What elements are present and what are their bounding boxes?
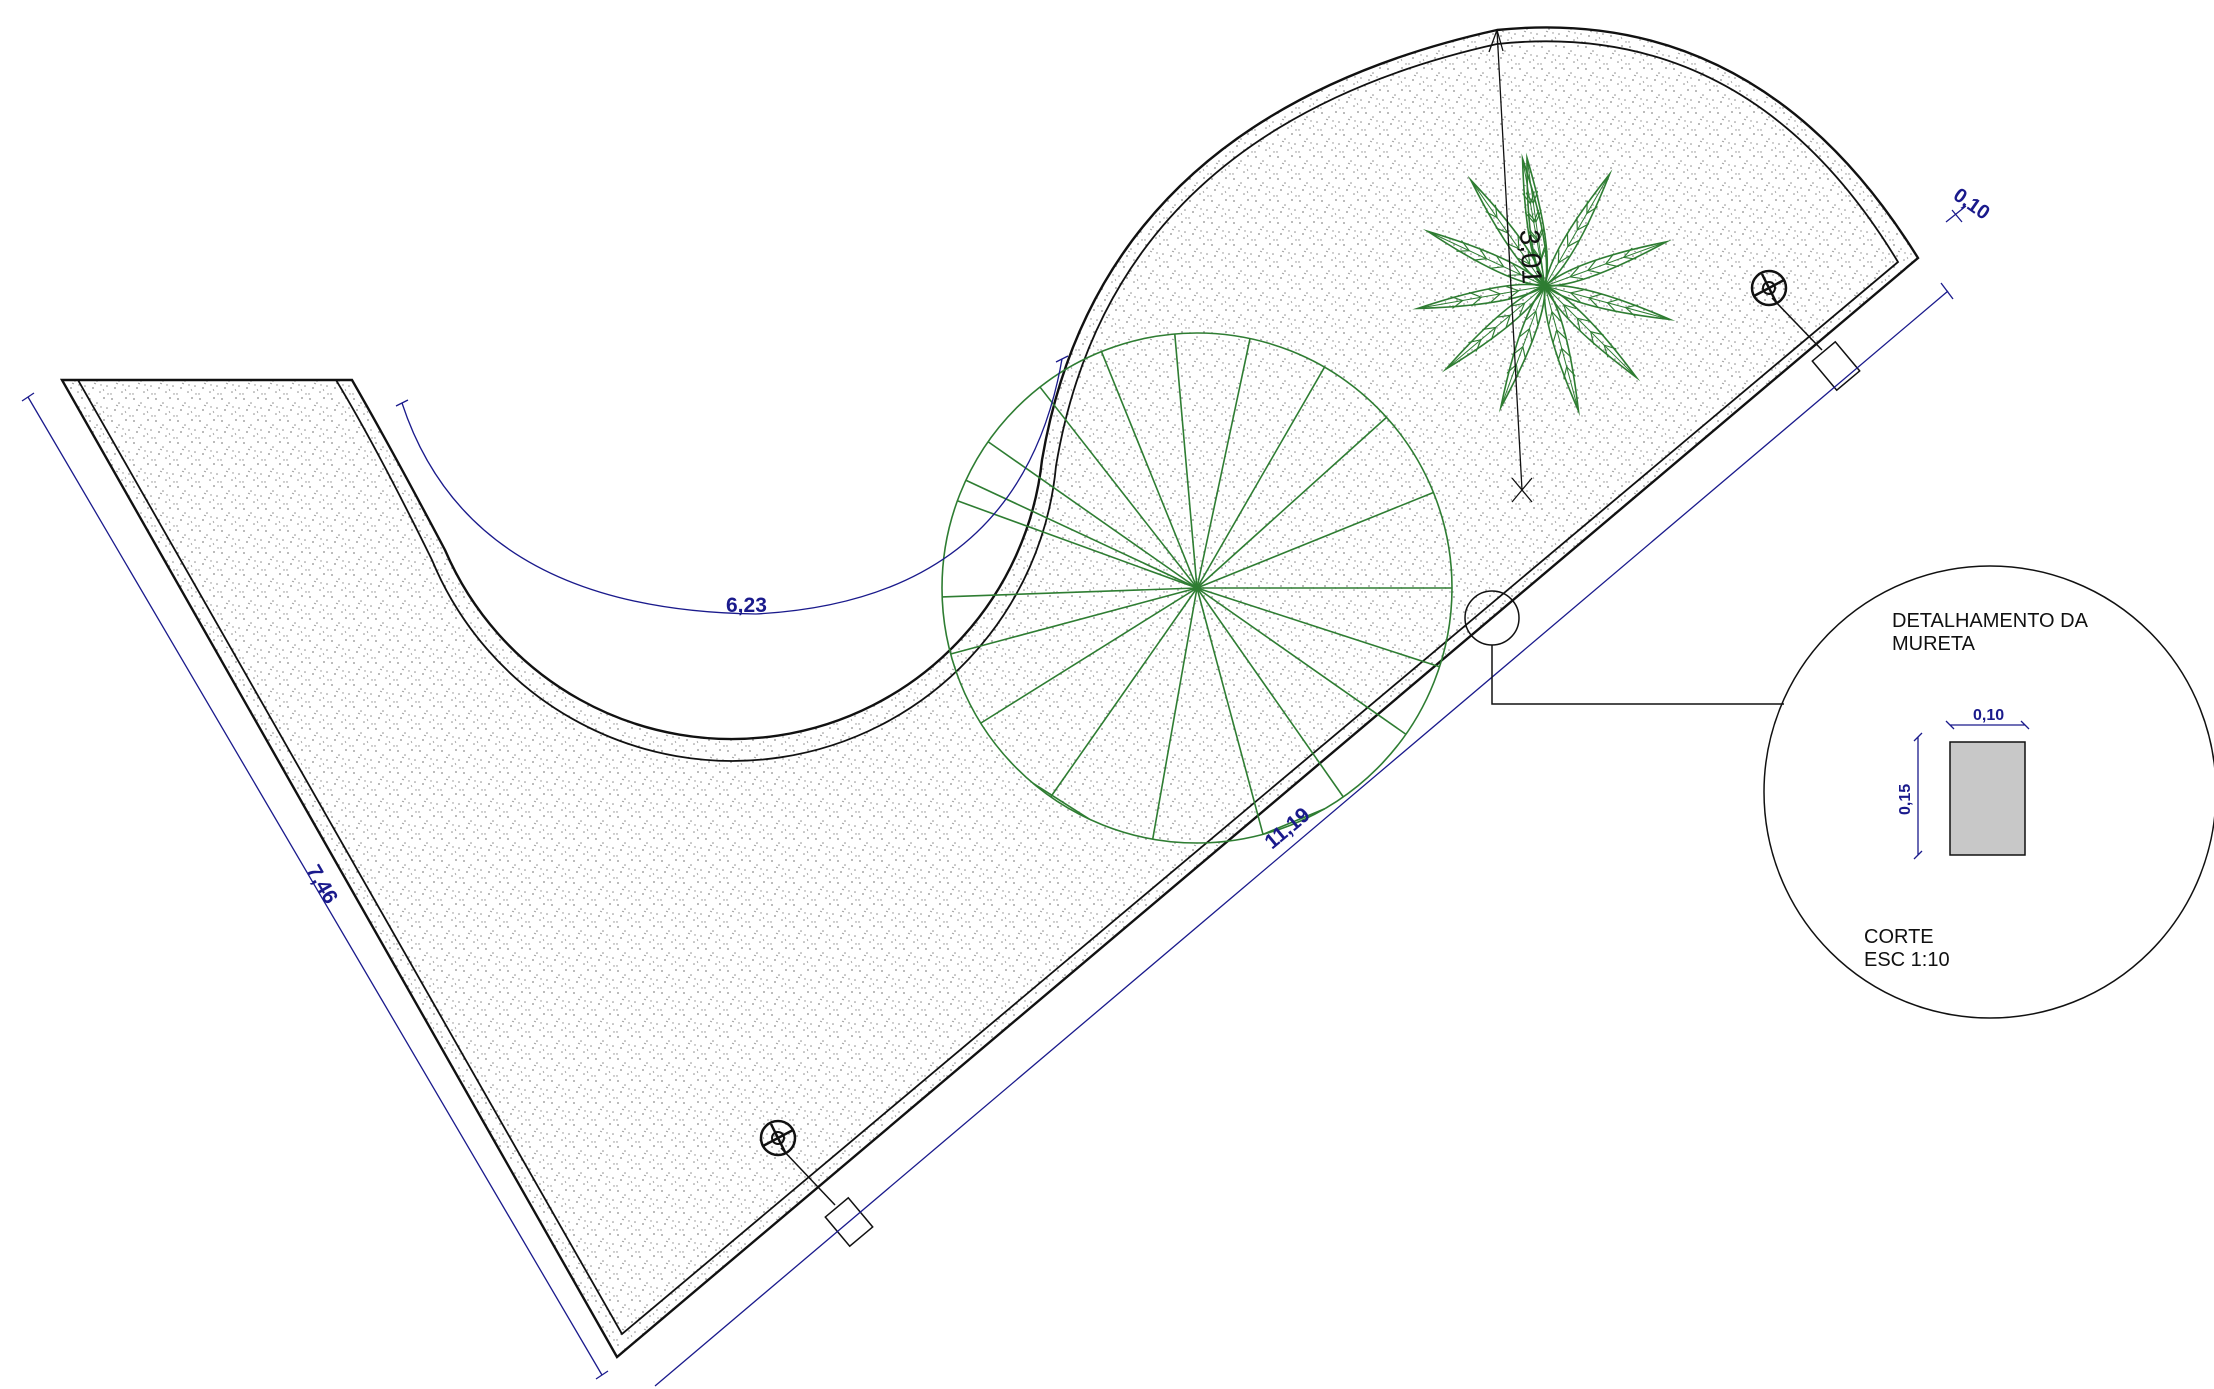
detail-title-line2: MURETA: [1892, 633, 1976, 655]
detail-height-label: 0,15: [1897, 784, 1914, 815]
detail-caption-line1: CORTE: [1864, 926, 1934, 948]
large-tree-icon: [941, 332, 1453, 844]
dimension-top-offset-label: 0,10: [1949, 184, 1994, 224]
detail-callout-icon: [1464, 565, 2214, 1019]
radius-label: 3,01: [1514, 229, 1548, 285]
detail-title-line1: DETALHAMENTO DA: [1892, 610, 2089, 632]
wall-section: [1913, 720, 2030, 860]
dimension-inner-arc: [395, 355, 1069, 615]
planter-inner-wall: [76, 40, 1900, 1336]
spotlight-icon: [1750, 269, 1861, 392]
radius-dimension: 3,01: [1488, 29, 1548, 503]
dimension-bottom: [654, 282, 1954, 1387]
dimension-left-label: 7,46: [302, 861, 342, 908]
dimension-left: [21, 392, 609, 1380]
planter-outer-wall: [59, 26, 1920, 1359]
detail-caption-line2: ESC 1:10: [1864, 949, 1950, 971]
dimension-top-offset: [1945, 205, 1967, 223]
dimension-bottom-label: 11,19: [1260, 803, 1314, 854]
dimension-inner-arc-label: 6,23: [726, 594, 767, 617]
detail-width-label: 0,10: [1973, 707, 2004, 724]
